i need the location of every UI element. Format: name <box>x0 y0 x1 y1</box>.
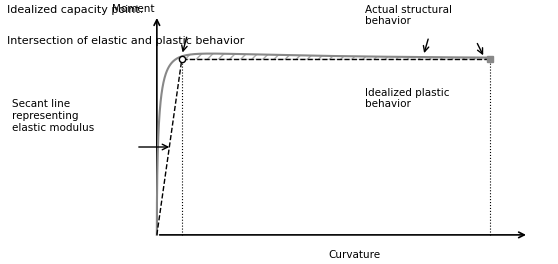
Text: Secant line
representing
elastic modulus: Secant line representing elastic modulus <box>12 99 95 133</box>
Text: Actual structural
behavior: Actual structural behavior <box>365 5 452 26</box>
Text: Curvature: Curvature <box>328 250 380 260</box>
Bar <box>487 56 493 62</box>
Text: Idealized plastic
behavior: Idealized plastic behavior <box>365 88 450 109</box>
Text: Idealized capacity point:: Idealized capacity point: <box>7 5 143 15</box>
Text: Moment: Moment <box>112 4 154 14</box>
Text: Intersection of elastic and plastic behavior: Intersection of elastic and plastic beha… <box>7 36 244 46</box>
